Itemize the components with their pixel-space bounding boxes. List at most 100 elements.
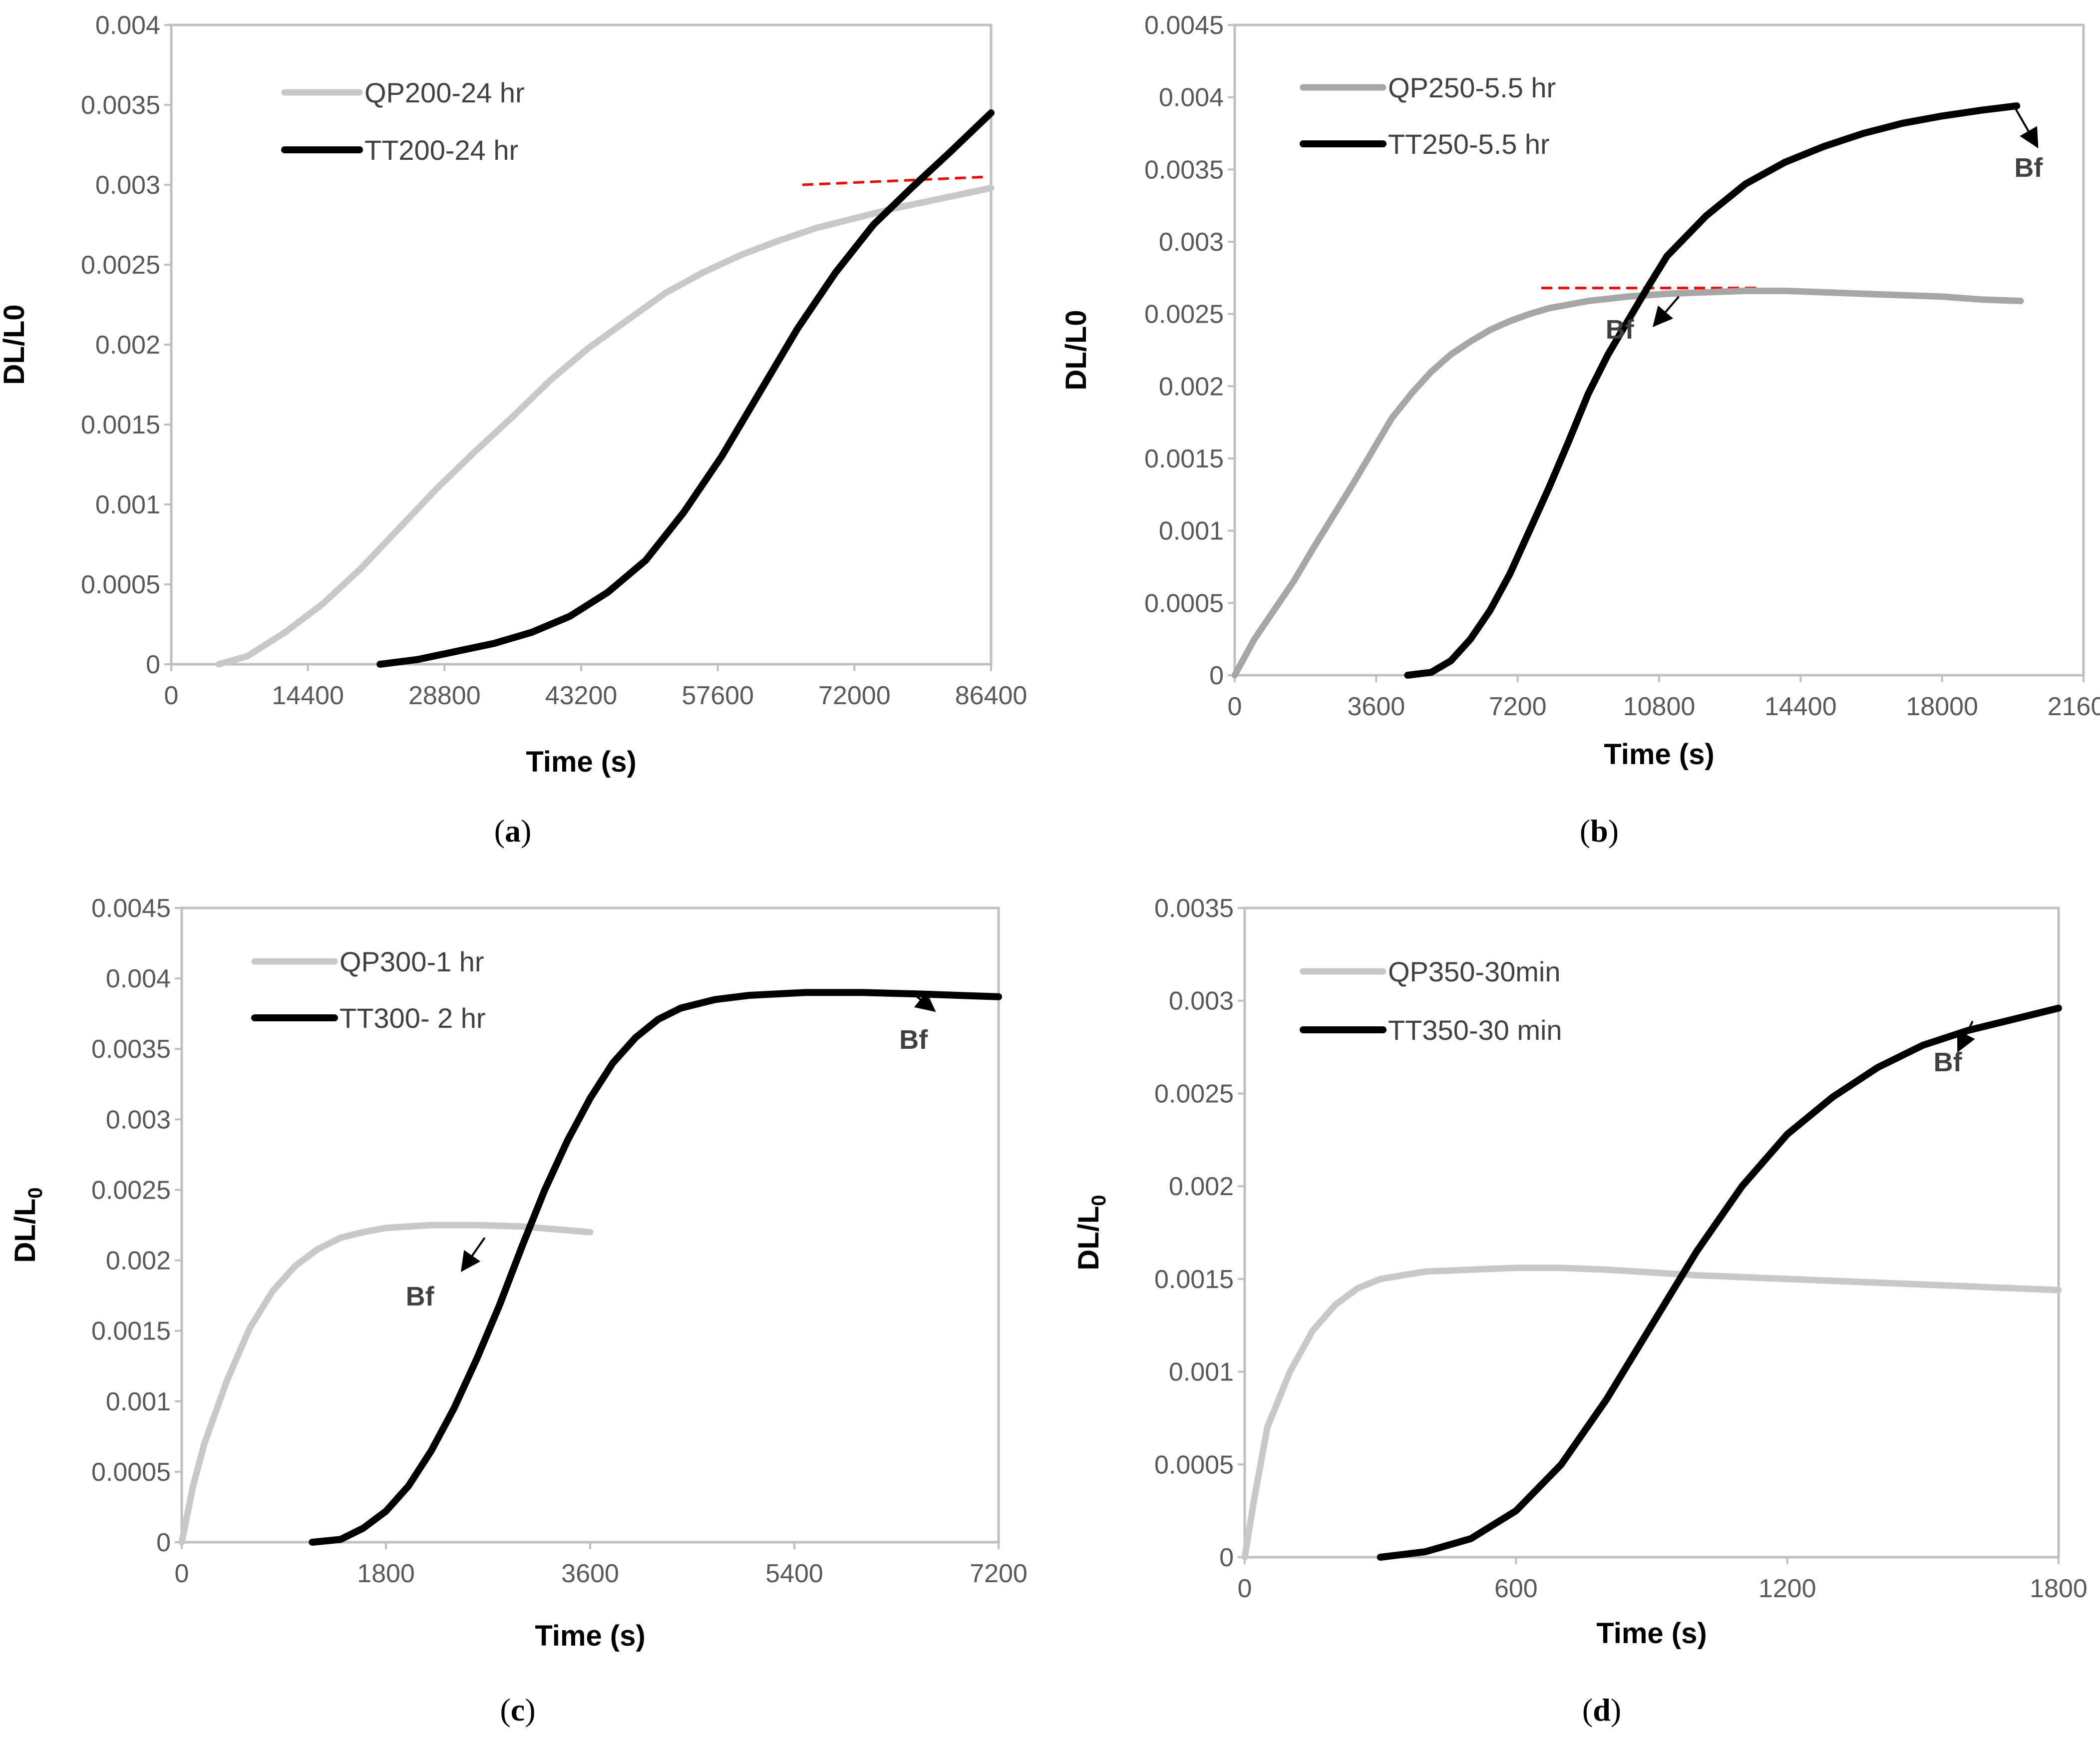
y-tick-label: 0.002 (95, 331, 160, 360)
series-line-tt (1404, 102, 2021, 679)
annotation-bf-label: Bf (406, 1282, 435, 1311)
x-tick-label: 43200 (545, 681, 618, 710)
x-tick-label: 0 (1228, 692, 1242, 721)
legend-label: TT200-24 hr (364, 134, 518, 166)
x-tick-label: 14400 (1764, 692, 1837, 721)
y-tick-label: 0.001 (106, 1387, 171, 1416)
series-line-tt (309, 989, 1002, 1546)
legend-label: TT250-5.5 hr (1388, 128, 1550, 160)
y-tick-label: 0.004 (1159, 83, 1224, 112)
dashed-reference-line (802, 175, 988, 186)
legend-label: QP200-24 hr (364, 77, 525, 108)
x-tick-label: 1200 (1758, 1574, 1816, 1603)
y-tick-label: 0.0015 (81, 411, 160, 439)
plot-area-border (180, 906, 1000, 1544)
y-tick-label: 0.0025 (91, 1176, 171, 1205)
y-tick-label: 0.0005 (1144, 589, 1224, 618)
y-tick-label: 0.0045 (91, 894, 171, 923)
x-axis-title: Time (s) (1596, 1617, 1707, 1650)
plot-area-border (1243, 906, 2060, 1559)
legend-label: QP350-30min (1388, 956, 1561, 987)
annotation-bf-label: Bf (899, 1025, 928, 1055)
legend-label: TT300- 2 hr (340, 1002, 486, 1034)
y-tick-label: 0 (146, 650, 160, 679)
y-tick-label: 0.0045 (1144, 11, 1224, 40)
x-tick-label: 0 (175, 1559, 189, 1588)
annotation-arrow (913, 991, 936, 1012)
panel-caption: (d) (1582, 1692, 1621, 1728)
panel-caption: (b) (1580, 813, 1619, 849)
x-tick-label: 3600 (1347, 692, 1405, 721)
y-tick-label: 0 (156, 1528, 171, 1557)
y-tick-label: 0.0005 (1154, 1450, 1234, 1479)
y-tick-label: 0.0035 (1144, 155, 1224, 184)
annotation-bf-label: Bf (1606, 315, 1635, 345)
chart-panel-d: 0 0.0005 0.001 0.0015 0.002 0.0025 0.003 0.0035… (1072, 894, 2088, 1728)
series-line-tt (1377, 1004, 2062, 1561)
y-tick-label: 0.001 (1159, 517, 1224, 546)
x-tick-label: 1800 (2030, 1574, 2088, 1603)
x-tick-label: 72000 (818, 681, 891, 710)
x-tick-label: 0 (1238, 1574, 1252, 1603)
series-line-tt (376, 109, 995, 668)
y-tick-label: 0.0015 (1144, 444, 1224, 473)
x-tick-label: 1800 (357, 1559, 415, 1588)
x-axis-title: Time (s) (535, 1620, 645, 1652)
y-tick-label: 0.0015 (1154, 1265, 1234, 1294)
annotation-bf-label: Bf (1934, 1047, 1963, 1077)
annotation-arrow (1652, 296, 1680, 327)
y-tick-label: 0.0005 (91, 1458, 171, 1487)
panel-caption: (c) (500, 1692, 535, 1728)
panel-caption: (a) (494, 813, 532, 849)
y-axis-title: DL/L0 (0, 304, 30, 385)
series-line-qp (178, 1222, 594, 1546)
y-tick-label: 0.0025 (1144, 300, 1224, 329)
y-axis-title: DL/L0 (9, 1187, 46, 1263)
x-tick-label: 7200 (1489, 692, 1547, 721)
chart-panel-a: 0 0.0005 0.001 0.0015 0.002 0.0025 0.003 0.0035… (0, 11, 1027, 849)
annotation-bf-label: Bf (2014, 153, 2043, 183)
y-tick-label: 0.003 (95, 171, 160, 200)
y-tick-label: 0.003 (1159, 228, 1224, 257)
y-tick-label: 0.001 (95, 490, 160, 519)
x-tick-label: 14400 (272, 681, 344, 710)
x-tick-label: 28800 (408, 681, 481, 710)
y-tick-label: 0.002 (106, 1247, 171, 1276)
y-tick-label: 0.0015 (91, 1317, 171, 1346)
x-axis-title: Time (s) (526, 746, 636, 778)
y-tick-label: 0.001 (1169, 1358, 1234, 1387)
legend-label: TT350-30 min (1388, 1014, 1562, 1046)
x-tick-label: 57600 (682, 681, 754, 710)
plot-area-border (170, 23, 993, 666)
y-tick-label: 0.002 (1159, 372, 1224, 401)
y-tick-label: 0.0025 (1154, 1079, 1234, 1108)
y-axis-title: DL/L0 (1072, 1195, 1110, 1270)
x-axis-title: Time (s) (1604, 738, 1714, 771)
chart-panel-b: 0 0.0005 0.001 0.0015 0.002 0.0025 0.003 0.0035… (1060, 11, 2100, 849)
x-tick-label: 3600 (561, 1559, 619, 1588)
legend-label: QP300-1 hr (340, 946, 484, 977)
y-tick-label: 0.0035 (81, 91, 160, 120)
x-tick-label: 10800 (1623, 692, 1696, 721)
y-tick-label: 0.003 (1169, 987, 1234, 1016)
series-line-qp (215, 184, 995, 668)
x-tick-label: 7200 (970, 1559, 1028, 1588)
y-tick-label: 0.0035 (1154, 894, 1234, 923)
annotation-arrow (2014, 106, 2039, 149)
y-tick-label: 0.004 (106, 964, 171, 993)
y-tick-label: 0.0025 (81, 251, 160, 280)
annotation-arrow (1957, 1020, 1975, 1053)
y-tick-label: 0 (1219, 1543, 1234, 1572)
x-tick-label: 18000 (1906, 692, 1978, 721)
series-line-qp (1241, 1265, 2062, 1561)
x-tick-label: 600 (1494, 1574, 1538, 1603)
y-tick-label: 0 (1209, 661, 1224, 690)
y-tick-label: 0.003 (106, 1105, 171, 1134)
annotation-arrow (460, 1237, 486, 1273)
x-tick-label: 5400 (765, 1559, 823, 1588)
x-tick-label: 21600 (2048, 692, 2100, 721)
y-tick-label: 0.0035 (91, 1035, 171, 1064)
legend-label: QP250-5.5 hr (1388, 72, 1556, 103)
x-tick-label: 86400 (955, 681, 1028, 710)
